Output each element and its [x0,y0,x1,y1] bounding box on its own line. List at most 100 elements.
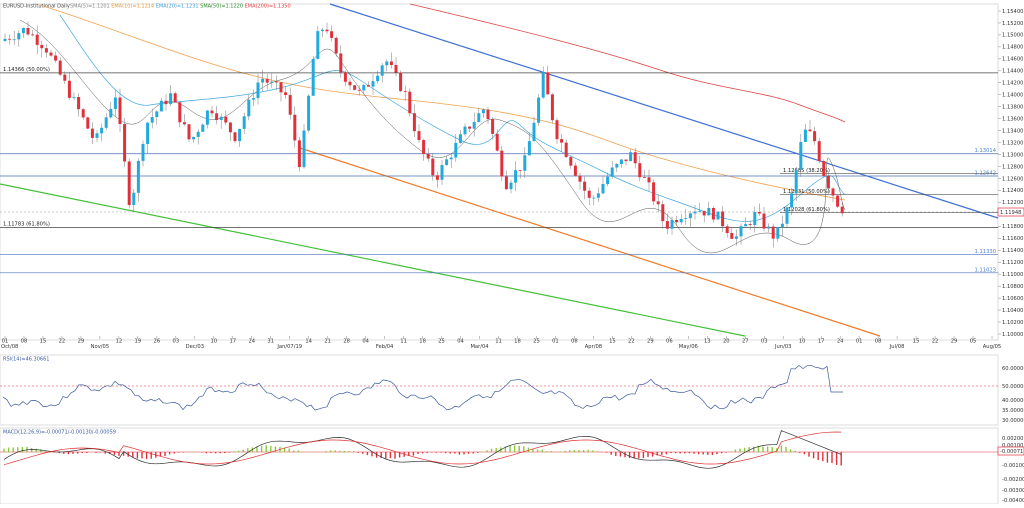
candle[interactable] [82,109,85,117]
candle[interactable] [215,113,218,120]
candle[interactable] [707,208,710,215]
candle[interactable] [574,166,577,176]
candle[interactable] [54,56,57,61]
candle[interactable] [321,30,324,31]
candle[interactable] [303,131,306,168]
candle[interactable] [592,198,595,199]
candle[interactable] [818,141,821,161]
candle[interactable] [174,93,177,102]
candle[interactable] [546,72,549,94]
candle[interactable] [142,144,145,161]
candle[interactable] [427,154,430,159]
candle[interactable] [404,91,407,92]
candle[interactable] [399,73,402,92]
candle[interactable] [836,196,839,207]
candle[interactable] [395,65,398,73]
candle[interactable] [583,182,586,191]
candle[interactable] [109,109,112,117]
candle[interactable] [238,129,241,141]
candle[interactable] [477,113,480,122]
candle[interactable] [560,139,563,142]
candle[interactable] [197,132,200,137]
candle[interactable] [211,111,214,114]
candle[interactable] [4,39,7,41]
candle[interactable] [500,151,503,177]
candle[interactable] [132,193,135,205]
candle[interactable] [827,176,830,188]
candle[interactable] [510,183,513,190]
candle[interactable] [96,133,99,138]
candle[interactable] [744,224,747,226]
candle[interactable] [270,82,273,83]
candle[interactable] [413,113,416,131]
candle[interactable] [445,159,448,165]
candle[interactable] [160,101,163,112]
candle[interactable] [307,96,310,131]
macd-panel[interactable] [0,428,998,504]
candle[interactable] [73,97,76,98]
candle[interactable] [326,30,329,32]
candle[interactable] [27,28,30,34]
candle[interactable] [284,92,287,95]
candle[interactable] [514,170,517,182]
candle[interactable] [151,117,154,123]
candle[interactable] [206,111,209,125]
candle[interactable] [703,211,706,216]
candle[interactable] [565,143,568,157]
candle[interactable] [362,85,365,90]
candle[interactable] [155,111,158,117]
candle[interactable] [316,31,319,59]
candle[interactable] [528,141,531,155]
candle[interactable] [436,175,439,180]
candle[interactable] [569,157,572,166]
candle[interactable] [17,33,20,39]
candle[interactable] [422,140,425,154]
candle[interactable] [763,214,766,229]
candle[interactable] [620,160,623,164]
candle[interactable] [100,128,103,134]
candle[interactable] [822,161,825,176]
candle[interactable] [114,97,117,108]
candle[interactable] [523,155,526,170]
candle[interactable] [266,79,269,83]
candle[interactable] [8,39,11,40]
candle[interactable] [680,219,683,222]
candle[interactable] [450,158,453,160]
candle[interactable] [809,130,812,132]
candle[interactable] [50,53,53,56]
candle[interactable] [749,224,752,225]
candle[interactable] [257,83,260,99]
candle[interactable] [220,117,223,120]
candle[interactable] [418,131,421,140]
candle[interactable] [487,110,490,120]
candle[interactable] [243,116,246,129]
candle[interactable] [234,132,237,141]
candle[interactable] [579,176,582,182]
candle[interactable] [289,95,292,115]
candle[interactable] [740,226,743,236]
candle[interactable] [790,193,793,207]
candle[interactable] [496,134,499,151]
candle[interactable] [293,115,296,141]
candle[interactable] [482,110,485,114]
candle[interactable] [556,120,559,139]
candle[interactable] [735,236,738,239]
candle[interactable] [473,122,476,129]
candle[interactable] [40,45,43,48]
candle[interactable] [597,193,600,197]
candle[interactable] [795,170,798,194]
candle[interactable] [712,208,715,220]
candle[interactable] [91,129,94,138]
candle[interactable] [634,152,637,163]
candle[interactable] [349,82,352,86]
candle[interactable] [505,176,508,189]
candle[interactable] [169,93,172,104]
candle[interactable] [367,85,370,86]
candle[interactable] [717,212,720,220]
candle[interactable] [786,207,789,223]
candle[interactable] [799,142,802,170]
candle[interactable] [648,177,651,182]
candle[interactable] [119,97,122,124]
candle[interactable] [638,163,641,177]
candle[interactable] [68,81,71,98]
